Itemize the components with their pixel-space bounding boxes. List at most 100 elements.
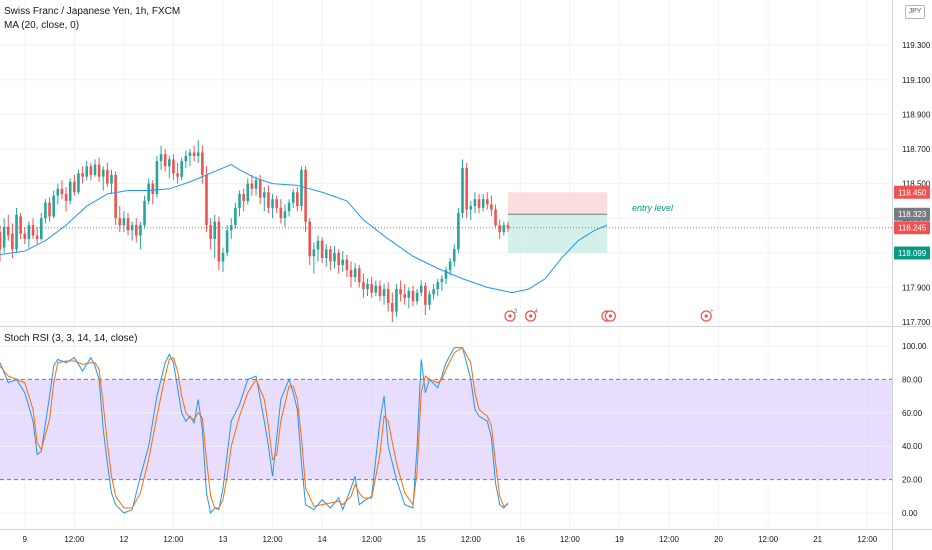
time-tick-label: 12:00 — [857, 535, 878, 544]
time-tick-label: 12:00 — [362, 535, 383, 544]
candle-body — [6, 226, 10, 236]
candle-body — [395, 289, 398, 312]
candle-body — [15, 214, 18, 250]
candle-body — [353, 268, 357, 278]
candle-body — [506, 225, 510, 229]
stoch-tick-label: 20.00 — [902, 476, 923, 485]
candle-body — [39, 218, 43, 239]
stop-loss-zone — [507, 192, 608, 215]
price-tick-label: 119.300 — [902, 41, 931, 50]
price-level-badge — [894, 207, 930, 221]
candle-body — [498, 225, 501, 233]
candle-body — [419, 285, 423, 293]
candle-body — [213, 221, 217, 239]
event-marker-dot — [608, 314, 612, 318]
time-tick-label: 12:00 — [758, 535, 779, 544]
candle-body — [386, 289, 390, 303]
candle-body — [126, 218, 130, 231]
time-tick-label: 13 — [219, 535, 228, 544]
candle-body — [362, 282, 365, 290]
candle-body — [172, 159, 175, 174]
candle-body — [196, 152, 200, 156]
candle-body — [494, 209, 497, 226]
candle-body — [258, 180, 262, 198]
stoch-tick-label: 40.00 — [902, 442, 923, 451]
candle-body — [436, 282, 440, 290]
candle-body — [110, 174, 113, 184]
candle-body — [205, 174, 208, 226]
price-level-label: 118.450 — [898, 188, 927, 197]
time-tick-label: 12 — [119, 535, 128, 544]
candle-body — [114, 174, 117, 219]
time-tick-label: 12:00 — [163, 535, 184, 544]
candle-body — [134, 225, 138, 236]
candle-body — [97, 164, 101, 177]
candle-body — [271, 199, 274, 208]
time-tick-label: 19 — [615, 535, 624, 544]
price-level-label: 118.245 — [898, 224, 927, 233]
candle-body — [407, 290, 411, 298]
candle-body — [461, 168, 464, 214]
candle-body — [415, 292, 419, 302]
candle-body — [485, 199, 489, 205]
candle-body — [304, 169, 307, 222]
candle-body — [308, 221, 312, 257]
candle-body — [221, 252, 225, 262]
candle-body — [225, 230, 229, 253]
candle-body — [403, 294, 407, 298]
candle-body — [246, 183, 250, 201]
candle-body — [399, 289, 402, 295]
time-tick-label: 9 — [23, 535, 28, 544]
candle-body — [452, 249, 456, 262]
event-marker-count: 4 — [535, 309, 539, 315]
candle-body — [374, 285, 378, 293]
candle-body — [234, 207, 237, 226]
candle-body — [345, 259, 349, 271]
candle-body — [89, 166, 93, 175]
candle-body — [27, 225, 31, 239]
time-tick-label: 14 — [318, 535, 327, 544]
candle-body — [469, 206, 473, 210]
candle-body — [130, 225, 134, 231]
candle-body — [147, 183, 150, 201]
time-tick-label: 12:00 — [64, 535, 85, 544]
candle-body — [19, 216, 22, 234]
event-marker-count: 3 — [514, 309, 518, 315]
candle-body — [329, 249, 332, 262]
ma-legend: MA (20, close, 0) — [4, 20, 80, 31]
price-level-label: 118.323 — [898, 210, 927, 219]
candle-body — [155, 161, 159, 194]
time-tick-label: 12:00 — [560, 535, 581, 544]
candle-body — [242, 193, 245, 201]
currency-scale-badge[interactable]: JPY — [905, 5, 925, 19]
candle-body — [77, 173, 80, 193]
candle-body — [448, 261, 452, 271]
take-profit-zone — [507, 214, 608, 253]
time-tick-label: 12:00 — [659, 535, 680, 544]
candle-body — [279, 207, 283, 219]
candle-body — [68, 181, 72, 201]
candle-body — [238, 193, 241, 208]
candle-body — [267, 192, 270, 208]
candle-body — [473, 199, 477, 207]
candle-body — [337, 252, 340, 265]
candle-body — [201, 152, 204, 175]
candle-body — [101, 169, 105, 177]
price-tick-label: 118.700 — [902, 145, 931, 154]
candle-body — [139, 225, 142, 236]
candle-body — [428, 294, 431, 305]
stoch-tick-label: 60.00 — [902, 409, 923, 418]
candle-body — [192, 152, 196, 156]
candle-body — [93, 164, 97, 175]
price-level-label: 118.099 — [898, 249, 927, 258]
candle-body — [168, 159, 171, 167]
candle-body — [250, 183, 254, 189]
candle-body — [31, 225, 35, 236]
stoch-series-d — [0, 346, 509, 509]
candle-body — [366, 283, 369, 290]
candle-body — [357, 268, 361, 283]
candle-body — [312, 249, 316, 257]
candle-body — [23, 233, 27, 239]
